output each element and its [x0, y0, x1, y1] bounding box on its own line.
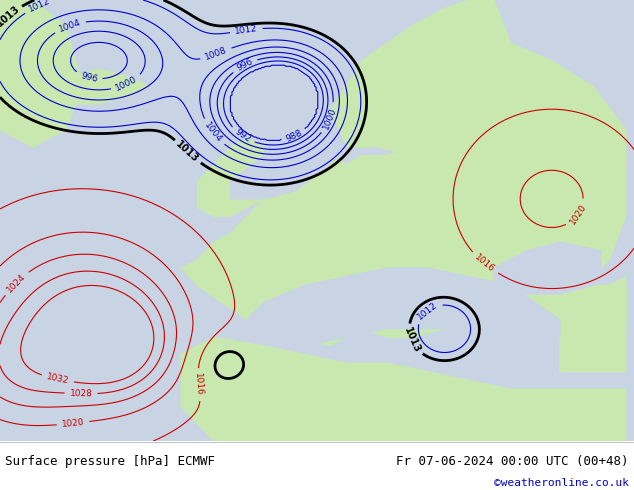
Text: 1004: 1004 — [202, 121, 223, 145]
Text: 1028: 1028 — [70, 389, 93, 398]
Polygon shape — [231, 112, 346, 199]
Text: 1012: 1012 — [235, 24, 258, 36]
Text: ©weatheronline.co.uk: ©weatheronline.co.uk — [494, 478, 629, 488]
Text: 1000: 1000 — [114, 75, 139, 93]
Text: 1013: 1013 — [0, 4, 22, 29]
Polygon shape — [560, 285, 626, 372]
Text: 1016: 1016 — [193, 373, 204, 396]
Polygon shape — [297, 0, 510, 156]
Polygon shape — [181, 337, 626, 441]
Text: Surface pressure [hPa] ECMWF: Surface pressure [hPa] ECMWF — [5, 455, 215, 468]
Text: 1032: 1032 — [46, 372, 70, 386]
Polygon shape — [477, 277, 626, 337]
Text: 1013: 1013 — [174, 139, 201, 165]
Text: 996: 996 — [79, 71, 98, 84]
Text: 1020: 1020 — [568, 202, 588, 226]
Text: 1000: 1000 — [321, 106, 338, 131]
Text: 1008: 1008 — [204, 46, 228, 62]
Polygon shape — [494, 242, 601, 294]
Text: 1020: 1020 — [61, 417, 85, 429]
Text: 988: 988 — [284, 128, 304, 144]
Polygon shape — [0, 0, 82, 147]
Polygon shape — [198, 138, 280, 216]
Polygon shape — [181, 43, 626, 346]
Polygon shape — [247, 268, 560, 355]
Text: 996: 996 — [235, 57, 254, 73]
Text: 1024: 1024 — [5, 272, 27, 294]
Text: 1012: 1012 — [416, 300, 439, 321]
Text: 1016: 1016 — [473, 253, 496, 274]
Text: 1004: 1004 — [58, 18, 82, 34]
Polygon shape — [0, 441, 634, 490]
Text: 992: 992 — [233, 127, 252, 145]
Text: 1012: 1012 — [27, 0, 52, 14]
Text: Fr 07-06-2024 00:00 UTC (00+48): Fr 07-06-2024 00:00 UTC (00+48) — [396, 455, 629, 468]
Text: 1013: 1013 — [402, 326, 422, 355]
Polygon shape — [49, 69, 148, 104]
Polygon shape — [0, 0, 634, 441]
